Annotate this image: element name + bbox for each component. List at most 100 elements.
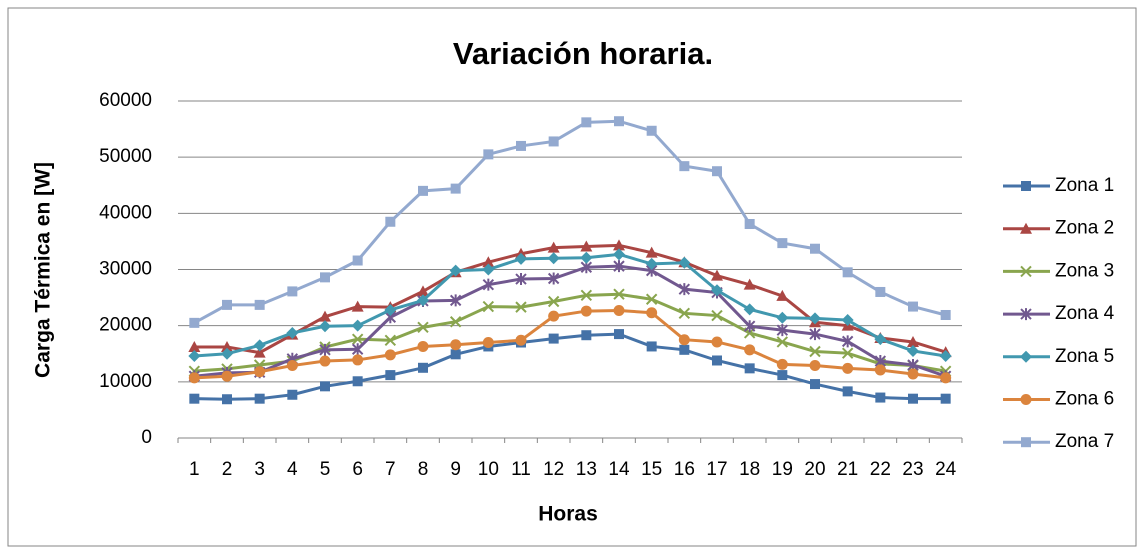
data-point [352, 255, 363, 266]
x-tick-label: 8 [418, 459, 429, 480]
data-point [189, 393, 200, 404]
data-point [842, 362, 854, 374]
data-point [875, 392, 886, 403]
data-point [319, 310, 331, 322]
x-tick-label: 5 [320, 459, 331, 480]
data-point [384, 334, 397, 346]
y-axis-label: Carga Térmica en [W] [32, 162, 55, 378]
data-point [743, 320, 756, 333]
data-point [744, 344, 756, 356]
data-point [548, 333, 559, 344]
data-point [254, 366, 266, 378]
data-point [221, 347, 233, 360]
data-point [645, 246, 658, 258]
series-line [194, 243, 947, 355]
data-point [581, 117, 592, 128]
data-point [678, 334, 690, 346]
data-point [678, 283, 691, 296]
legend-label: Zona 1 [1055, 175, 1114, 196]
data-point [841, 314, 854, 327]
data-point [482, 300, 495, 313]
data-point [940, 372, 952, 384]
data-point [678, 256, 691, 269]
legend-label: Zona 3 [1055, 260, 1114, 281]
series-line [193, 119, 947, 325]
x-tick-label: 6 [352, 459, 363, 480]
data-point [547, 295, 560, 308]
data-point [614, 329, 624, 340]
data-point [482, 337, 494, 349]
data-point [874, 333, 887, 346]
data-point [809, 312, 821, 325]
data-point [287, 389, 298, 400]
x-tick-label: 23 [902, 459, 923, 480]
data-point [384, 303, 397, 316]
series-line [194, 264, 947, 378]
legend-marker [1020, 308, 1032, 321]
data-point [908, 301, 918, 312]
data-point [418, 362, 428, 373]
data-point [645, 257, 658, 270]
data-point [613, 305, 625, 317]
data-point [449, 294, 462, 307]
data-point [809, 345, 821, 358]
data-point [222, 299, 232, 310]
data-point [221, 370, 233, 382]
data-point [188, 349, 201, 362]
x-tick-label: 21 [837, 459, 858, 480]
data-point [907, 368, 919, 380]
data-point [776, 358, 788, 370]
data-point [385, 216, 396, 227]
y-tick-label: 20000 [99, 315, 152, 336]
data-point [646, 125, 657, 136]
legend-marker [1021, 181, 1031, 191]
data-point [842, 267, 853, 278]
x-tick-label: 4 [287, 459, 298, 480]
data-point [613, 288, 625, 300]
data-point [580, 289, 593, 302]
data-point [351, 319, 364, 332]
x-tick-label: 16 [674, 459, 695, 480]
data-point [939, 349, 952, 362]
x-tick-label: 7 [385, 459, 396, 480]
legend-marker [1020, 350, 1032, 363]
data-point [580, 240, 593, 252]
data-point [841, 347, 854, 359]
data-point [874, 364, 886, 376]
data-point [678, 307, 691, 320]
data-point [482, 278, 495, 291]
x-tick-label: 17 [706, 459, 727, 480]
legend-marker [1020, 222, 1032, 234]
data-point [253, 339, 266, 352]
data-point [841, 335, 854, 348]
legend-marker [1020, 394, 1032, 405]
data-point [744, 363, 755, 374]
data-point [450, 183, 461, 194]
data-point [679, 161, 690, 172]
x-tick-label: 12 [543, 459, 564, 480]
data-point [351, 300, 364, 312]
data-point [809, 328, 821, 341]
data-point [743, 278, 756, 290]
data-point [286, 326, 299, 339]
data-point [515, 252, 527, 265]
data-point [417, 294, 429, 307]
data-point [319, 355, 331, 367]
data-point [384, 349, 396, 361]
y-tick-label: 0 [141, 427, 152, 448]
data-point [516, 140, 526, 151]
data-point [646, 307, 658, 319]
data-point [776, 324, 789, 337]
data-point [548, 310, 560, 322]
legend-marker [1020, 265, 1032, 278]
data-point [613, 260, 625, 273]
data-point [940, 309, 951, 320]
data-point [744, 219, 755, 230]
x-tick-label: 13 [576, 459, 597, 480]
series-line [194, 292, 946, 373]
data-point [188, 341, 201, 353]
y-tick-label: 30000 [99, 259, 152, 280]
x-tick-label: 3 [254, 459, 265, 480]
x-tick-label: 2 [222, 459, 233, 480]
